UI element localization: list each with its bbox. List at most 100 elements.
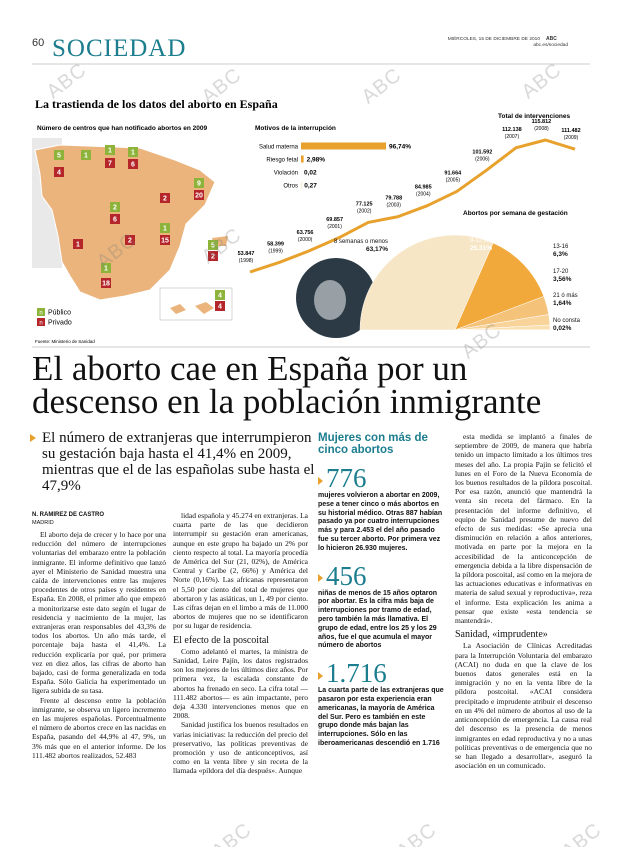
bar-value-label: 0,02 bbox=[304, 170, 317, 177]
map-badge-label: 1 bbox=[84, 153, 88, 160]
map-badge bbox=[194, 190, 204, 200]
point-year-label: (2004) bbox=[416, 192, 431, 198]
map-badge-label: 5 bbox=[57, 153, 61, 160]
subheading: El efecto de la poscoital bbox=[173, 634, 270, 646]
bar-value-label: 0,27 bbox=[304, 183, 317, 190]
map-badge bbox=[125, 235, 135, 245]
map-badge-label: 2 bbox=[163, 196, 167, 203]
map-badge bbox=[54, 167, 64, 177]
point-year-label: (2006) bbox=[475, 156, 490, 162]
map-badge bbox=[110, 202, 120, 212]
map-badge-label: 2 bbox=[113, 205, 117, 212]
map-badge bbox=[128, 159, 138, 169]
canary-islands bbox=[195, 302, 214, 314]
bar-value-label: 96,74% bbox=[389, 144, 411, 151]
map-badge bbox=[215, 290, 225, 300]
canary-islands bbox=[170, 304, 186, 314]
date: MIÉRCOLES, 15 DE DICIEMBRE DE 2010 bbox=[448, 35, 541, 42]
subheading: Sanidad, «imprudente» bbox=[455, 629, 548, 641]
pie-label: 13-16 bbox=[553, 244, 569, 250]
map-badge bbox=[73, 239, 83, 249]
pie-value-label: 1,64% bbox=[553, 300, 572, 307]
map-badge bbox=[194, 178, 204, 188]
paragraph: El aborto deja de crecer y lo hace por u… bbox=[32, 530, 166, 696]
point-value-label: 53.847 bbox=[238, 251, 255, 257]
chart-title: Total de intervenciones bbox=[498, 113, 571, 120]
headline: El aborto cae en España por un descenso … bbox=[32, 349, 542, 421]
map-badge-label: 4 bbox=[218, 304, 222, 311]
paragraph: lidad española y 45.274 en extranjeras. … bbox=[173, 511, 308, 631]
point-year-label: (2001) bbox=[327, 224, 342, 230]
paragraph: Sanidad justifica los buenos resultados … bbox=[173, 720, 308, 776]
paragraph: Como adelantó el martes, la ministra de … bbox=[173, 646, 308, 721]
map-badge-label: 6 bbox=[131, 162, 135, 169]
point-year-label: (1999) bbox=[268, 248, 283, 254]
bar bbox=[301, 142, 386, 150]
map-badge-label: 4 bbox=[218, 293, 222, 300]
sidebar-text: mujeres volvieron a abortar en 2009, pes… bbox=[318, 492, 443, 552]
point-year-label: (2007) bbox=[505, 134, 520, 140]
sidebar-title: Mujeres con más de cinco abortos bbox=[318, 432, 428, 456]
map-badge bbox=[81, 150, 91, 160]
sidebar-text: niñas de menos de 15 años optaron por ab… bbox=[318, 589, 438, 650]
paragraph: La Asociación de Clínicas Acreditadas pa… bbox=[455, 641, 592, 771]
point-value-label: 84.985 bbox=[415, 185, 432, 191]
map-badge bbox=[215, 301, 225, 311]
point-value-label: 112.138 bbox=[502, 127, 522, 133]
bar bbox=[301, 155, 304, 163]
legend-swatch bbox=[37, 308, 45, 316]
map-badge bbox=[160, 223, 170, 233]
point-year-label: (2000) bbox=[298, 237, 313, 243]
point-value-label: 115.812 bbox=[532, 119, 552, 125]
pie-label: 17-20 bbox=[553, 269, 569, 275]
point-value-label: 91.664 bbox=[444, 170, 462, 176]
sidebar-figure: 456 bbox=[318, 562, 446, 590]
bar-label: Otros bbox=[283, 184, 298, 190]
chart-title: Abortos por semana de gestación bbox=[463, 210, 568, 217]
paragraph: esta medida se implantó a finales de sep… bbox=[455, 432, 592, 626]
pie-label: No consta bbox=[553, 318, 581, 324]
map-badge-label: 9 bbox=[197, 181, 201, 188]
map-badge bbox=[105, 145, 115, 155]
map-badge bbox=[160, 235, 170, 245]
pie-label: 8 semanas o menos bbox=[334, 239, 388, 245]
pie-slice bbox=[359, 234, 494, 331]
map-badge bbox=[110, 214, 120, 224]
point-year-label: (2003) bbox=[387, 203, 402, 209]
pie-value-label: 25,31% bbox=[470, 245, 492, 252]
map-badge-label: 1 bbox=[108, 148, 112, 155]
source: Fuente: Ministerio de Sanidad bbox=[35, 339, 95, 344]
map-badge bbox=[208, 251, 218, 261]
map-badge-label: 20 bbox=[195, 193, 203, 200]
map-badge bbox=[160, 193, 170, 203]
canary-box bbox=[159, 287, 233, 321]
point-value-label: 77.125 bbox=[356, 201, 373, 207]
point-value-label: 69.857 bbox=[326, 217, 343, 223]
map-badge-label: 5 bbox=[211, 243, 215, 250]
point-value-label: 58.399 bbox=[267, 241, 284, 247]
point-value-label: 101.592 bbox=[472, 149, 492, 155]
sidebar: Mujeres con más de cinco abortos 776 muje… bbox=[318, 432, 446, 847]
map-badge-label: 7 bbox=[108, 161, 112, 168]
pie-slice bbox=[454, 242, 545, 331]
map-title: Número de centros que han notificado abo… bbox=[37, 125, 208, 132]
legend-symbol: n bbox=[39, 321, 42, 327]
point-value-label: 79.788 bbox=[385, 196, 402, 202]
page-number: 60 bbox=[32, 37, 44, 49]
legend-label: Público bbox=[48, 310, 71, 317]
infographic-title: La trastienda de los datos del aborto en… bbox=[35, 97, 278, 111]
bar-value-label: 2,98% bbox=[307, 157, 326, 164]
map-badge-label: 2 bbox=[128, 238, 132, 245]
point-value-label: 63.756 bbox=[297, 230, 314, 236]
map-badge-label: 18 bbox=[102, 281, 110, 288]
legend-symbol: n bbox=[39, 311, 42, 317]
map-badge-label: 4 bbox=[57, 170, 61, 177]
map-badge-label: 1 bbox=[131, 150, 135, 157]
map-badge bbox=[208, 240, 218, 250]
column: lidad española y 45.274 en extranjeras. … bbox=[173, 511, 308, 847]
pie-label: 21 ó más bbox=[553, 293, 578, 299]
pie-value-label: 6,3% bbox=[553, 251, 568, 258]
section-title: SOCIEDAD bbox=[52, 35, 186, 62]
